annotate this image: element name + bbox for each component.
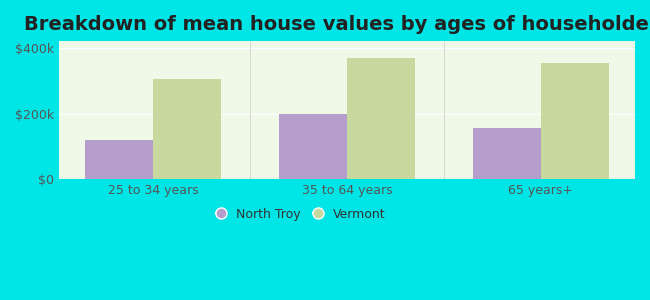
Legend: North Troy, Vermont: North Troy, Vermont bbox=[211, 203, 391, 226]
Bar bbox=[85, 140, 153, 179]
Bar bbox=[541, 62, 609, 179]
Bar bbox=[473, 128, 541, 179]
Bar bbox=[153, 79, 221, 179]
Title: Breakdown of mean house values by ages of householders: Breakdown of mean house values by ages o… bbox=[24, 15, 650, 34]
Bar bbox=[347, 58, 415, 179]
Bar bbox=[279, 114, 347, 179]
